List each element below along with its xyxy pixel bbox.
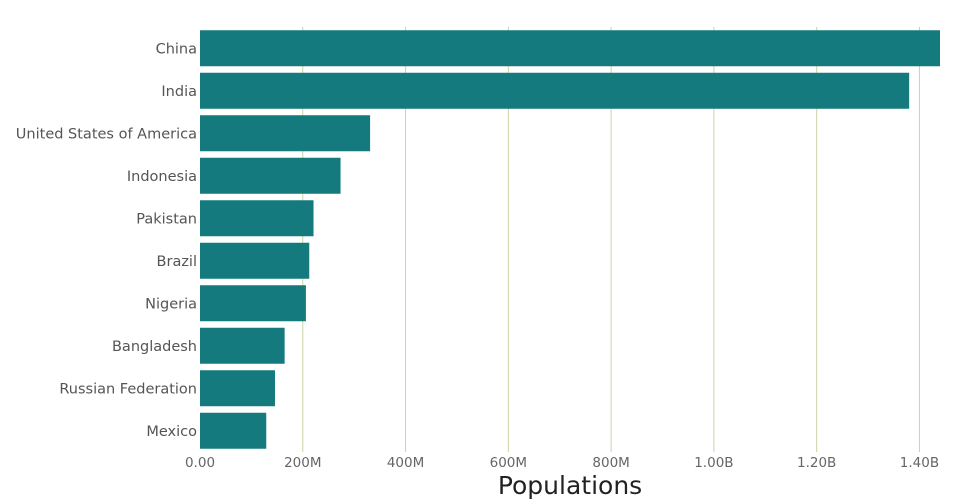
bar-brazil[interactable] [200, 242, 310, 279]
category-label: Bangladesh [112, 339, 197, 355]
x-tick-label: 200M [284, 455, 321, 471]
x-tick-labels: 0.00 200M 400M 600M 800M 1.00B 1.20B 1.40B [185, 455, 939, 471]
category-label: India [161, 84, 197, 100]
x-tick-label: 400M [387, 455, 424, 471]
x-tick-label: 800M [592, 455, 629, 471]
category-labels: China India United States of America Indone… [16, 41, 197, 440]
bar-bangladesh[interactable] [200, 327, 285, 364]
bars [200, 30, 940, 449]
category-label: United States of America [16, 126, 197, 142]
x-tick-label: 1.40B [900, 455, 939, 471]
bar-pakistan[interactable] [200, 200, 314, 237]
category-label: Brazil [157, 254, 197, 270]
category-label: Mexico [146, 424, 197, 440]
category-label: Pakistan [136, 211, 197, 227]
bar-russian-federation[interactable] [200, 370, 275, 407]
bar-mexico[interactable] [200, 412, 267, 449]
x-tick-label: 1.20B [797, 455, 836, 471]
x-tick-label: 0.00 [185, 455, 215, 471]
x-tick-label: 1.00B [694, 455, 733, 471]
category-label: Russian Federation [59, 381, 197, 397]
category-label: Nigeria [145, 296, 197, 312]
category-label: Indonesia [127, 169, 197, 185]
bar-nigeria[interactable] [200, 285, 306, 322]
category-label: China [156, 41, 197, 57]
x-axis-title: Populations [498, 471, 642, 500]
x-tick-label: 600M [490, 455, 527, 471]
bar-india[interactable] [200, 72, 910, 109]
bar-united-states-of-america[interactable] [200, 115, 371, 152]
bar-china[interactable] [200, 30, 940, 67]
bar-indonesia[interactable] [200, 157, 341, 194]
